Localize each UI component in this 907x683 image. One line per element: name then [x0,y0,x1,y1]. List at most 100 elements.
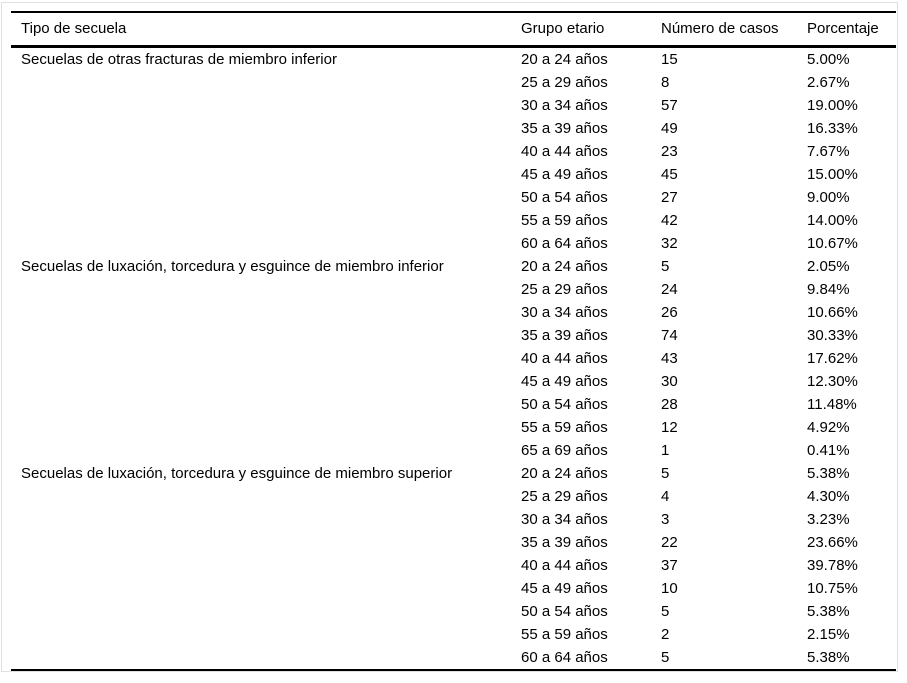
cell-porcentaje: 9.00% [807,189,850,206]
cell-porcentaje: 12.30% [807,373,858,390]
cell-porcentaje: 30.33% [807,327,858,344]
cell-grupo-etario: 35 a 39 años [521,534,608,551]
cell-numero-de-casos: 32 [661,235,678,252]
cell-numero-de-casos: 5 [661,465,670,482]
table-row: 25 a 29 años 4 4.30% [11,485,896,508]
cell-porcentaje: 5.38% [807,603,850,620]
table-row: 65 a 69 años 1 0.41% [11,439,896,462]
cell-porcentaje: 4.92% [807,419,850,436]
cell-grupo-etario: 25 a 29 años [521,281,608,298]
cell-porcentaje: 3.23% [807,511,850,528]
cell-porcentaje: 0.41% [807,442,850,459]
cell-grupo-etario: 60 a 64 años [521,235,608,252]
cell-grupo-etario: 55 a 59 años [521,626,608,643]
cell-numero-de-casos: 5 [661,649,670,666]
cell-grupo-etario: 35 a 39 años [521,120,608,137]
table-row: 50 a 54 años 27 9.00% [11,186,896,209]
cell-numero-de-casos: 30 [661,373,678,390]
table-row: 35 a 39 años 74 30.33% [11,324,896,347]
cell-porcentaje: 11.48% [807,396,857,413]
table-row: 50 a 54 años 5 5.38% [11,600,896,623]
table-row: 40 a 44 años 43 17.62% [11,347,896,370]
cell-grupo-etario: 50 a 54 años [521,603,608,620]
table-row: 55 a 59 años 42 14.00% [11,209,896,232]
table-body: Secuelas de otras fracturas de miembro i… [11,48,896,669]
cell-porcentaje: 2.67% [807,74,850,91]
cell-numero-de-casos: 1 [661,442,670,459]
cell-numero-de-casos: 49 [661,120,678,137]
cell-grupo-etario: 40 a 44 años [521,557,608,574]
table-row: 55 a 59 años 12 4.92% [11,416,896,439]
cell-numero-de-casos: 42 [661,212,678,229]
cell-numero-de-casos: 3 [661,511,670,528]
cell-numero-de-casos: 27 [661,189,678,206]
table-row: 25 a 29 años 8 2.67% [11,71,896,94]
cell-tipo-de-secuela: Secuelas de luxación, torcedura y esguin… [21,258,444,275]
table-row: 45 a 49 años 30 12.30% [11,370,896,393]
cell-grupo-etario: 20 a 24 años [521,465,608,482]
cell-numero-de-casos: 57 [661,97,678,114]
table-row: 25 a 29 años 24 9.84% [11,278,896,301]
cell-numero-de-casos: 23 [661,143,678,160]
cell-numero-de-casos: 4 [661,488,670,505]
cell-numero-de-casos: 10 [661,580,678,597]
table-header-row: Tipo de secuela Grupo etario Número de c… [11,13,896,48]
cell-numero-de-casos: 26 [661,304,678,321]
cell-numero-de-casos: 43 [661,350,678,367]
cell-numero-de-casos: 2 [661,626,670,643]
table-row: 55 a 59 años 2 2.15% [11,623,896,646]
cell-numero-de-casos: 5 [661,258,670,275]
data-table: Tipo de secuela Grupo etario Número de c… [11,11,896,671]
cell-porcentaje: 16.33% [807,120,858,137]
table-row: 60 a 64 años 32 10.67% [11,232,896,255]
table-row: 30 a 34 años 26 10.66% [11,301,896,324]
cell-grupo-etario: 50 a 54 años [521,189,608,206]
table-row: 40 a 44 años 37 39.78% [11,554,896,577]
cell-porcentaje: 15.00% [807,166,858,183]
cell-grupo-etario: 45 a 49 años [521,373,608,390]
cell-numero-de-casos: 5 [661,603,670,620]
table-row: 60 a 64 años 5 5.38% [11,646,896,669]
column-header-numero-de-casos: Número de casos [661,20,779,37]
table-row: 35 a 39 años 49 16.33% [11,117,896,140]
cell-grupo-etario: 45 a 49 años [521,580,608,597]
cell-numero-de-casos: 28 [661,396,678,413]
cell-porcentaje: 4.30% [807,488,850,505]
cell-grupo-etario: 60 a 64 años [521,649,608,666]
cell-numero-de-casos: 22 [661,534,678,551]
cell-porcentaje: 5.00% [807,51,850,68]
cell-numero-de-casos: 15 [661,51,678,68]
cell-grupo-etario: 30 a 34 años [521,304,608,321]
table-row: Secuelas de luxación, torcedura y esguin… [11,462,896,485]
cell-numero-de-casos: 12 [661,419,678,436]
table-row: 45 a 49 años 45 15.00% [11,163,896,186]
cell-porcentaje: 10.66% [807,304,858,321]
cell-grupo-etario: 55 a 59 años [521,212,608,229]
cell-porcentaje: 19.00% [807,97,858,114]
column-header-tipo-de-secuela: Tipo de secuela [21,20,127,37]
cell-porcentaje: 17.62% [807,350,858,367]
cell-grupo-etario: 20 a 24 años [521,258,608,275]
cell-grupo-etario: 55 a 59 años [521,419,608,436]
cell-grupo-etario: 45 a 49 años [521,166,608,183]
cell-grupo-etario: 20 a 24 años [521,51,608,68]
table-row: 35 a 39 años 22 23.66% [11,531,896,554]
cell-porcentaje: 39.78% [807,557,858,574]
table-row: Secuelas de otras fracturas de miembro i… [11,48,896,71]
cell-porcentaje: 23.66% [807,534,858,551]
cell-porcentaje: 9.84% [807,281,850,298]
cell-grupo-etario: 50 a 54 años [521,396,608,413]
cell-grupo-etario: 30 a 34 años [521,97,608,114]
table-row: 30 a 34 años 3 3.23% [11,508,896,531]
cell-tipo-de-secuela: Secuelas de luxación, torcedura y esguin… [21,465,453,482]
cell-porcentaje: 5.38% [807,465,850,482]
table-row: 50 a 54 años 28 11.48% [11,393,896,416]
cell-grupo-etario: 65 a 69 años [521,442,608,459]
table-row: 30 a 34 años 57 19.00% [11,94,896,117]
cell-grupo-etario: 35 a 39 años [521,327,608,344]
cell-porcentaje: 5.38% [807,649,850,666]
table-row: 45 a 49 años 10 10.75% [11,577,896,600]
cell-numero-de-casos: 37 [661,557,678,574]
cell-grupo-etario: 40 a 44 años [521,350,608,367]
